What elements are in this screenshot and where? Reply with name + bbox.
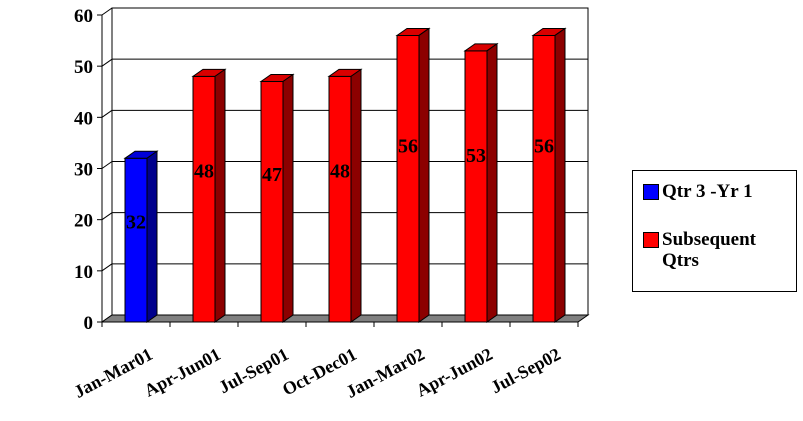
bar-data-label: 56 <box>398 135 418 157</box>
category-label: Jan-Mar01 <box>71 344 156 402</box>
bar-front <box>464 50 488 323</box>
bar-front <box>260 81 284 323</box>
bar-side <box>214 68 226 323</box>
bar-front <box>328 75 352 323</box>
y-tick-label: 0 <box>84 313 94 334</box>
category-label: Jul-Sep02 <box>487 344 564 397</box>
bar-data-label: 32 <box>126 211 146 233</box>
category-label: Jan-Mar02 <box>343 344 428 402</box>
legend-item-qtr3: Qtr 3 -Yr 1 <box>643 181 792 202</box>
bar-front <box>192 75 216 323</box>
bar-data-label: 56 <box>534 135 554 157</box>
gridline-side <box>101 161 113 169</box>
bar-side <box>554 27 566 323</box>
y-tick-label: 20 <box>74 211 93 232</box>
bar-data-label: 48 <box>194 161 214 183</box>
gridline-side <box>101 109 113 118</box>
category-label: Jul-Sep01 <box>215 344 292 397</box>
bar-data-label: 47 <box>262 164 282 186</box>
legend-item-subsequent: Subsequent Qtrs <box>643 229 792 271</box>
bar-data-label: 53 <box>466 145 486 167</box>
y-tick-label: 40 <box>74 108 93 129</box>
bar-side <box>350 68 362 323</box>
category-label: Apr-Jun01 <box>141 344 224 401</box>
gridline-side <box>101 58 113 67</box>
bar-side <box>282 73 294 323</box>
bar-data-label: 48 <box>330 161 350 183</box>
bar-side <box>418 27 430 323</box>
legend-swatch-red <box>643 232 659 248</box>
gridline-side <box>101 7 113 16</box>
bar-front <box>396 34 420 323</box>
category-label: Apr-Jun02 <box>413 344 496 401</box>
y-tick-label: 60 <box>74 6 93 27</box>
bar-front <box>532 34 556 323</box>
legend-swatch-blue <box>643 184 659 200</box>
legend-label-qtr3: Qtr 3 -Yr 1 <box>662 181 753 202</box>
y-tick-label: 30 <box>74 160 93 181</box>
gridline-side <box>101 263 113 272</box>
bar-front <box>124 157 148 323</box>
y-tick-label: 50 <box>74 57 93 78</box>
y-tick-label: 10 <box>74 262 93 283</box>
chart-legend: Qtr 3 -Yr 1 Subsequent Qtrs <box>632 170 797 292</box>
legend-label-subsequent: Subsequent Qtrs <box>662 229 756 271</box>
bar-side <box>486 42 498 323</box>
bar-side <box>146 150 158 323</box>
gridline-side <box>101 212 113 221</box>
